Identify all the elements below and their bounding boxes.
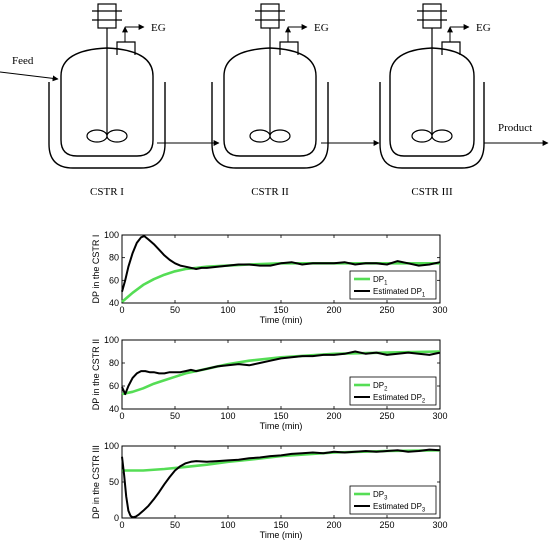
x-tick-label: 50 <box>170 411 180 421</box>
x-axis-label: Time (min) <box>260 530 303 540</box>
x-tick-label: 200 <box>326 520 341 530</box>
chart-cstr-2: 0 50 100 150 200 250 300 40 60 80 100 Time (min) DP … <box>91 335 448 431</box>
y-axis-label: DP in the CSTR II <box>91 339 101 410</box>
vent-pipe <box>279 41 299 55</box>
legend-entry: DP1 <box>373 275 388 287</box>
agitator-motor <box>422 3 442 29</box>
y-axis-label: DP in the CSTR III <box>91 445 101 519</box>
y-tick-label: 100 <box>104 335 119 345</box>
y-tick-label: 80 <box>109 253 119 263</box>
y-tick-label: 100 <box>104 441 119 451</box>
x-tick-label: 150 <box>273 305 288 315</box>
vent-pipe <box>441 41 461 55</box>
x-axis-label: Time (min) <box>260 421 303 431</box>
legend-box <box>349 485 437 515</box>
impeller-blade-right <box>106 129 128 143</box>
y-tick-label: 80 <box>109 358 119 368</box>
legend-box <box>349 270 437 300</box>
x-tick-label: 300 <box>432 305 447 315</box>
reactor-cstr-2: EG CSTR II <box>211 3 329 198</box>
impeller-blade-left <box>411 129 433 143</box>
y-tick-label: 50 <box>109 477 119 487</box>
reactor-vessel <box>223 47 317 157</box>
reactor-name: CSTR II <box>251 186 289 198</box>
y-tick-label: 100 <box>104 230 119 240</box>
x-tick-label: 50 <box>170 520 180 530</box>
impeller-blade-left <box>249 129 271 143</box>
vent-label: EG <box>314 22 329 34</box>
x-tick-label: 300 <box>432 411 447 421</box>
vent-pipe <box>116 41 136 55</box>
x-tick-label: 100 <box>220 520 235 530</box>
agitator-motor <box>97 3 117 29</box>
reactor-cstr-3: EG CSTR III <box>379 3 491 198</box>
reactor-vessel <box>389 47 475 157</box>
series-line-estimated-dp <box>121 448 441 519</box>
x-tick-label: 250 <box>379 520 394 530</box>
reactor-cstr-1: EG CSTR I <box>48 3 166 198</box>
feed-label: Feed <box>12 55 34 67</box>
series-line-estimated-dp <box>121 350 441 396</box>
legend-entry: Estimated DP3 <box>373 502 426 514</box>
impeller-blade-left <box>86 129 108 143</box>
y-tick-label: 0 <box>114 513 119 523</box>
product-label: Product <box>498 122 532 134</box>
y-tick-label: 60 <box>109 275 119 285</box>
y-tick-label: 40 <box>109 404 119 414</box>
x-tick-label: 0 <box>119 520 124 530</box>
x-tick-label: 150 <box>273 520 288 530</box>
legend-entry: Estimated DP1 <box>373 287 426 299</box>
series-line-estimated-dp <box>121 235 441 292</box>
legend-entry: Estimated DP2 <box>373 393 426 405</box>
reactor-jacket <box>211 82 329 169</box>
impeller-blade-right <box>269 129 291 143</box>
legend-entry: DP3 <box>373 490 388 502</box>
vent-label: EG <box>476 22 491 34</box>
x-tick-label: 200 <box>326 411 341 421</box>
x-tick-label: 100 <box>220 305 235 315</box>
x-tick-label: 300 <box>432 520 447 530</box>
x-tick-label: 250 <box>379 305 394 315</box>
reactor-name: CSTR I <box>90 186 124 198</box>
x-tick-label: 200 <box>326 305 341 315</box>
legend-box <box>349 376 437 406</box>
x-tick-label: 250 <box>379 411 394 421</box>
reactor-name: CSTR III <box>411 186 453 198</box>
feed-arrow <box>0 71 59 82</box>
impeller-blade-right <box>431 129 453 143</box>
chart-cstr-3: 0 50 100 150 200 250 300 0 50 100 Time (min) DP in … <box>91 441 448 540</box>
x-tick-label: 0 <box>119 305 124 315</box>
x-tick-label: 150 <box>273 411 288 421</box>
vent-label: EG <box>151 22 166 34</box>
x-tick-label: 0 <box>119 411 124 421</box>
legend-entry: DP2 <box>373 381 388 393</box>
agitator-motor <box>260 3 280 29</box>
reactor-jacket <box>379 82 485 169</box>
y-tick-label: 40 <box>109 298 119 308</box>
y-axis-label: DP in the CSTR I <box>91 235 101 304</box>
reactor-jacket <box>48 82 166 169</box>
x-axis-label: Time (min) <box>260 315 303 325</box>
reactor-vessel <box>60 47 154 157</box>
chart-cstr-1: 0 50 100 150 200 250 300 40 60 80 100 Time (min) DP … <box>91 230 448 325</box>
x-tick-label: 100 <box>220 411 235 421</box>
dp-estimation-charts: 0 50 100 150 200 250 300 40 60 80 100 Time (min) DP … <box>91 230 448 540</box>
y-tick-label: 60 <box>109 381 119 391</box>
x-tick-label: 50 <box>170 305 180 315</box>
